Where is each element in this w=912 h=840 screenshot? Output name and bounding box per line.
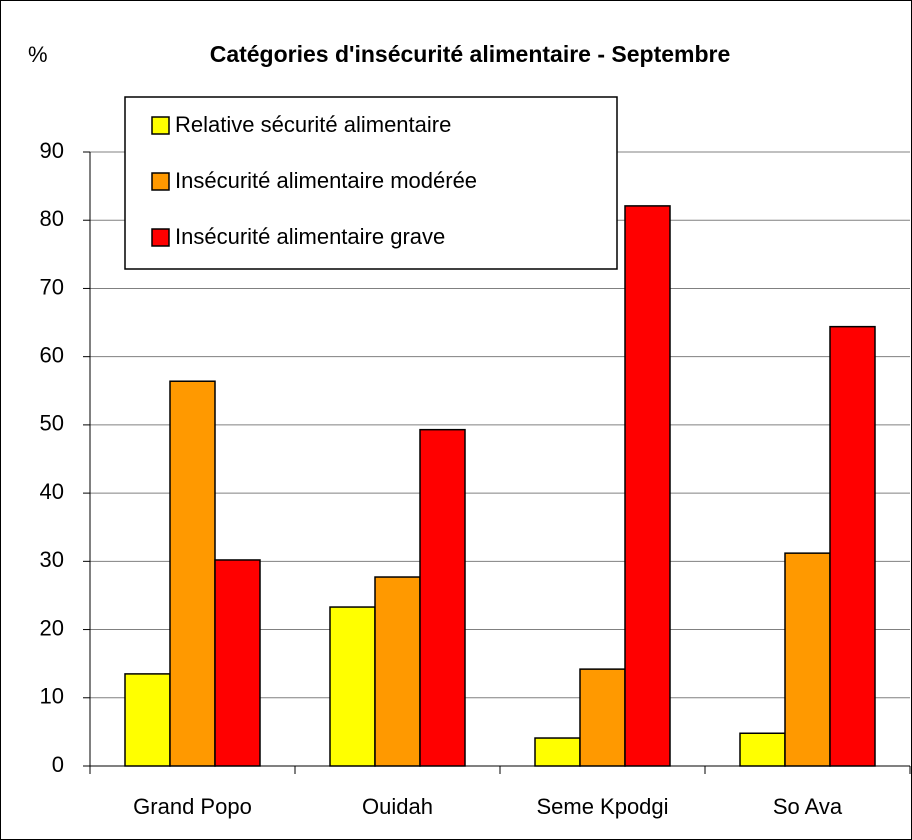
bar (329, 606, 376, 767)
legend-swatch (151, 172, 170, 191)
y-tick-label: 0 (52, 752, 64, 777)
bar (624, 205, 671, 767)
y-axis-label: % (28, 42, 48, 67)
bar (579, 668, 626, 767)
bar (169, 380, 216, 767)
bar (739, 732, 786, 767)
y-tick-label: 50 (40, 411, 64, 436)
y-tick-label: 40 (40, 479, 64, 504)
y-tick-label: 90 (40, 138, 64, 163)
x-tick-label: Grand Popo (133, 794, 252, 819)
bar (784, 552, 831, 767)
y-tick-label: 60 (40, 342, 64, 367)
legend-swatch (151, 228, 170, 247)
bar (214, 559, 261, 767)
y-tick-label: 30 (40, 547, 64, 572)
x-tick-label: So Ava (773, 794, 843, 819)
y-tick-label: 20 (40, 615, 64, 640)
legend-box (124, 96, 618, 270)
x-tick-label: Ouidah (362, 794, 433, 819)
x-tick-label: Seme Kpodgi (536, 794, 668, 819)
chart-title: Catégories d'insécurité alimentaire - Se… (210, 41, 731, 67)
legend-label: Insécurité alimentaire modérée (175, 168, 477, 193)
legend-label: Insécurité alimentaire grave (175, 224, 445, 249)
y-tick-label: 70 (40, 274, 64, 299)
legend-swatch (151, 116, 170, 135)
bar (829, 325, 876, 767)
bar (374, 576, 421, 767)
legend-label: Relative sécurité alimentaire (175, 112, 451, 137)
y-tick-label: 10 (40, 684, 64, 709)
bar (124, 673, 171, 767)
bar (534, 737, 581, 767)
bar (419, 428, 466, 767)
y-tick-label: 80 (40, 206, 64, 231)
